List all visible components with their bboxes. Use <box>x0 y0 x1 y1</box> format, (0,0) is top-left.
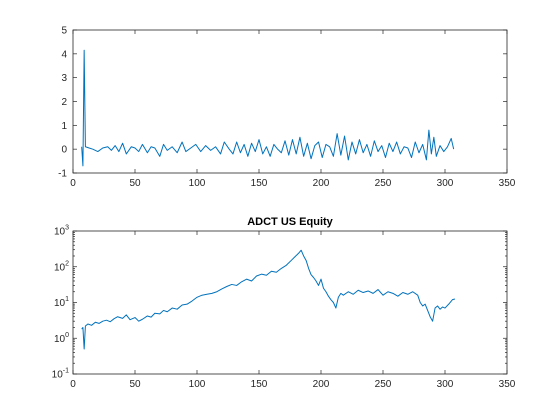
top-x-tick-label: 100 <box>189 178 206 189</box>
top-y-tick-label: 3 <box>61 73 67 84</box>
top-y-tick-label: 4 <box>61 49 67 60</box>
bottom-y-tick-exponent: 0 <box>65 332 69 339</box>
bottom-y-tick-exponent: 2 <box>65 260 69 267</box>
bottom-y-tick-exponent: -1 <box>63 368 69 375</box>
bottom-y-tick-exponent: 3 <box>65 225 69 232</box>
bottom-y-tick-label: 100 <box>54 332 69 345</box>
bottom-x-tick-label: 50 <box>129 379 141 390</box>
top-x-tick-label: 150 <box>251 178 268 189</box>
bottom-y-tick-label: 10-1 <box>52 368 69 381</box>
top-y-tick-label: -1 <box>58 169 67 180</box>
bottom-series-line <box>81 249 456 350</box>
top-y-tick-label: 0 <box>61 145 67 156</box>
top-x-tick-label: 0 <box>70 178 76 189</box>
bottom-x-tick-label: 100 <box>189 379 206 390</box>
top-y-tick-label: 5 <box>61 26 67 37</box>
top-y-tick-label: 1 <box>61 121 67 132</box>
top-x-tick-label: 50 <box>129 178 141 189</box>
top-x-tick-label: 200 <box>313 178 330 189</box>
bottom-x-tick-label: 250 <box>375 379 392 390</box>
bottom-x-tick-label: 0 <box>70 379 76 390</box>
bottom-y-tick-label: 103 <box>54 225 69 238</box>
bottom-x-tick-label: 200 <box>313 379 330 390</box>
bottom-x-tick-label: 350 <box>499 379 516 390</box>
top-x-tick-label: 300 <box>437 178 454 189</box>
bottom-axes-box <box>72 230 508 375</box>
bottom-y-tick-exponent: 1 <box>65 296 69 303</box>
top-series-line <box>81 49 455 167</box>
top-y-tick-label: 2 <box>61 97 67 108</box>
bottom-y-tick-label: 101 <box>54 296 69 309</box>
top-x-tick-label: 250 <box>375 178 392 189</box>
top-x-tick-label: 350 <box>499 178 516 189</box>
bottom-chart-title: ADCT US Equity <box>247 216 333 228</box>
bottom-y-tick-label: 102 <box>54 260 69 273</box>
bottom-x-tick-label: 300 <box>437 379 454 390</box>
bottom-x-tick-label: 150 <box>251 379 268 390</box>
